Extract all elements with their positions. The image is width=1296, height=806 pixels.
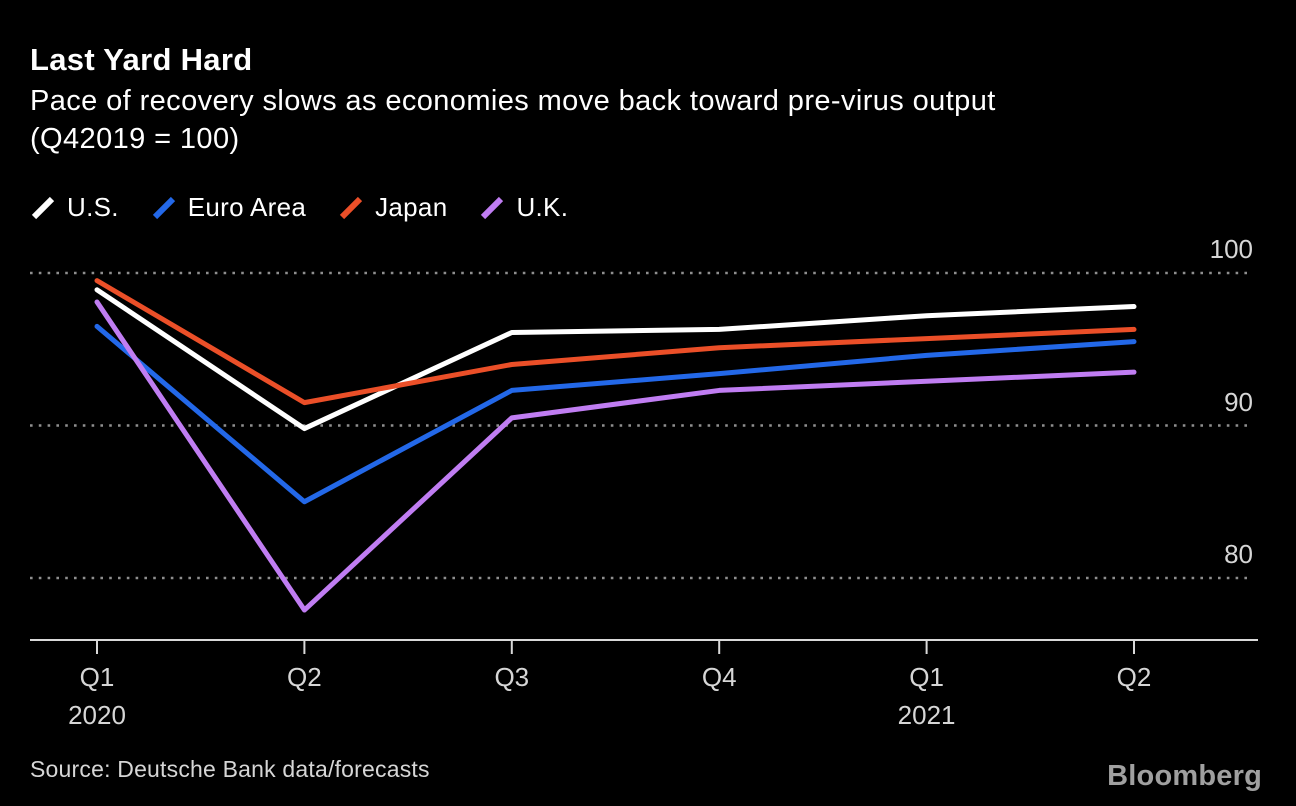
y-tick-label: 100 (1209, 234, 1253, 264)
chart-subtitle-line2: (Q42019 = 100) (30, 123, 240, 155)
legend-label-japan: Japan (375, 192, 448, 222)
legend-label-euro-area: Euro Area (187, 192, 307, 222)
line-swatch-icon (31, 196, 55, 219)
x-tick-label: Q3 (494, 662, 530, 692)
series-line (94, 323, 1137, 505)
y-tick-label: 90 (1224, 386, 1253, 417)
chart-legend: U.S. Euro Area Japan U.K. (30, 192, 568, 223)
x-tick-year-label: 2020 (68, 700, 126, 730)
legend-item-us: U.S. (30, 192, 119, 223)
chart-subtitle-line1: Pace of recovery slows as economies move… (30, 85, 996, 117)
series-line (94, 287, 1137, 432)
x-tick-label: Q1 (79, 662, 115, 692)
line-swatch-icon (339, 196, 363, 219)
line-swatch-icon (481, 196, 504, 219)
legend-item-japan: Japan (338, 192, 447, 223)
series-line (94, 278, 1137, 406)
legend-label-uk: U.K. (516, 192, 569, 222)
chart-subtitle: Pace of recovery slows as economies move… (30, 82, 996, 158)
x-tick-label: Q2 (287, 662, 322, 692)
y-tick-label: 80 (1224, 539, 1253, 569)
legend-label-us: U.S. (67, 192, 119, 222)
legend-item-uk: U.K. (479, 192, 568, 223)
source-note: Source: Deutsche Bank data/forecasts (30, 756, 430, 782)
series-line (94, 299, 1137, 613)
chart-header: Last Yard Hard Pace of recovery slows as… (30, 42, 996, 158)
x-tick-label: Q1 (909, 662, 944, 692)
x-tick-label: Q4 (701, 662, 737, 692)
bloomberg-logo: Bloomberg (1107, 760, 1262, 792)
x-tick-label: Q2 (1116, 662, 1152, 692)
x-tick-year-label: 2021 (897, 700, 956, 730)
chart-title: Last Yard Hard (30, 42, 253, 77)
line-swatch-icon (152, 196, 175, 219)
legend-item-euro-area: Euro Area (151, 192, 306, 223)
